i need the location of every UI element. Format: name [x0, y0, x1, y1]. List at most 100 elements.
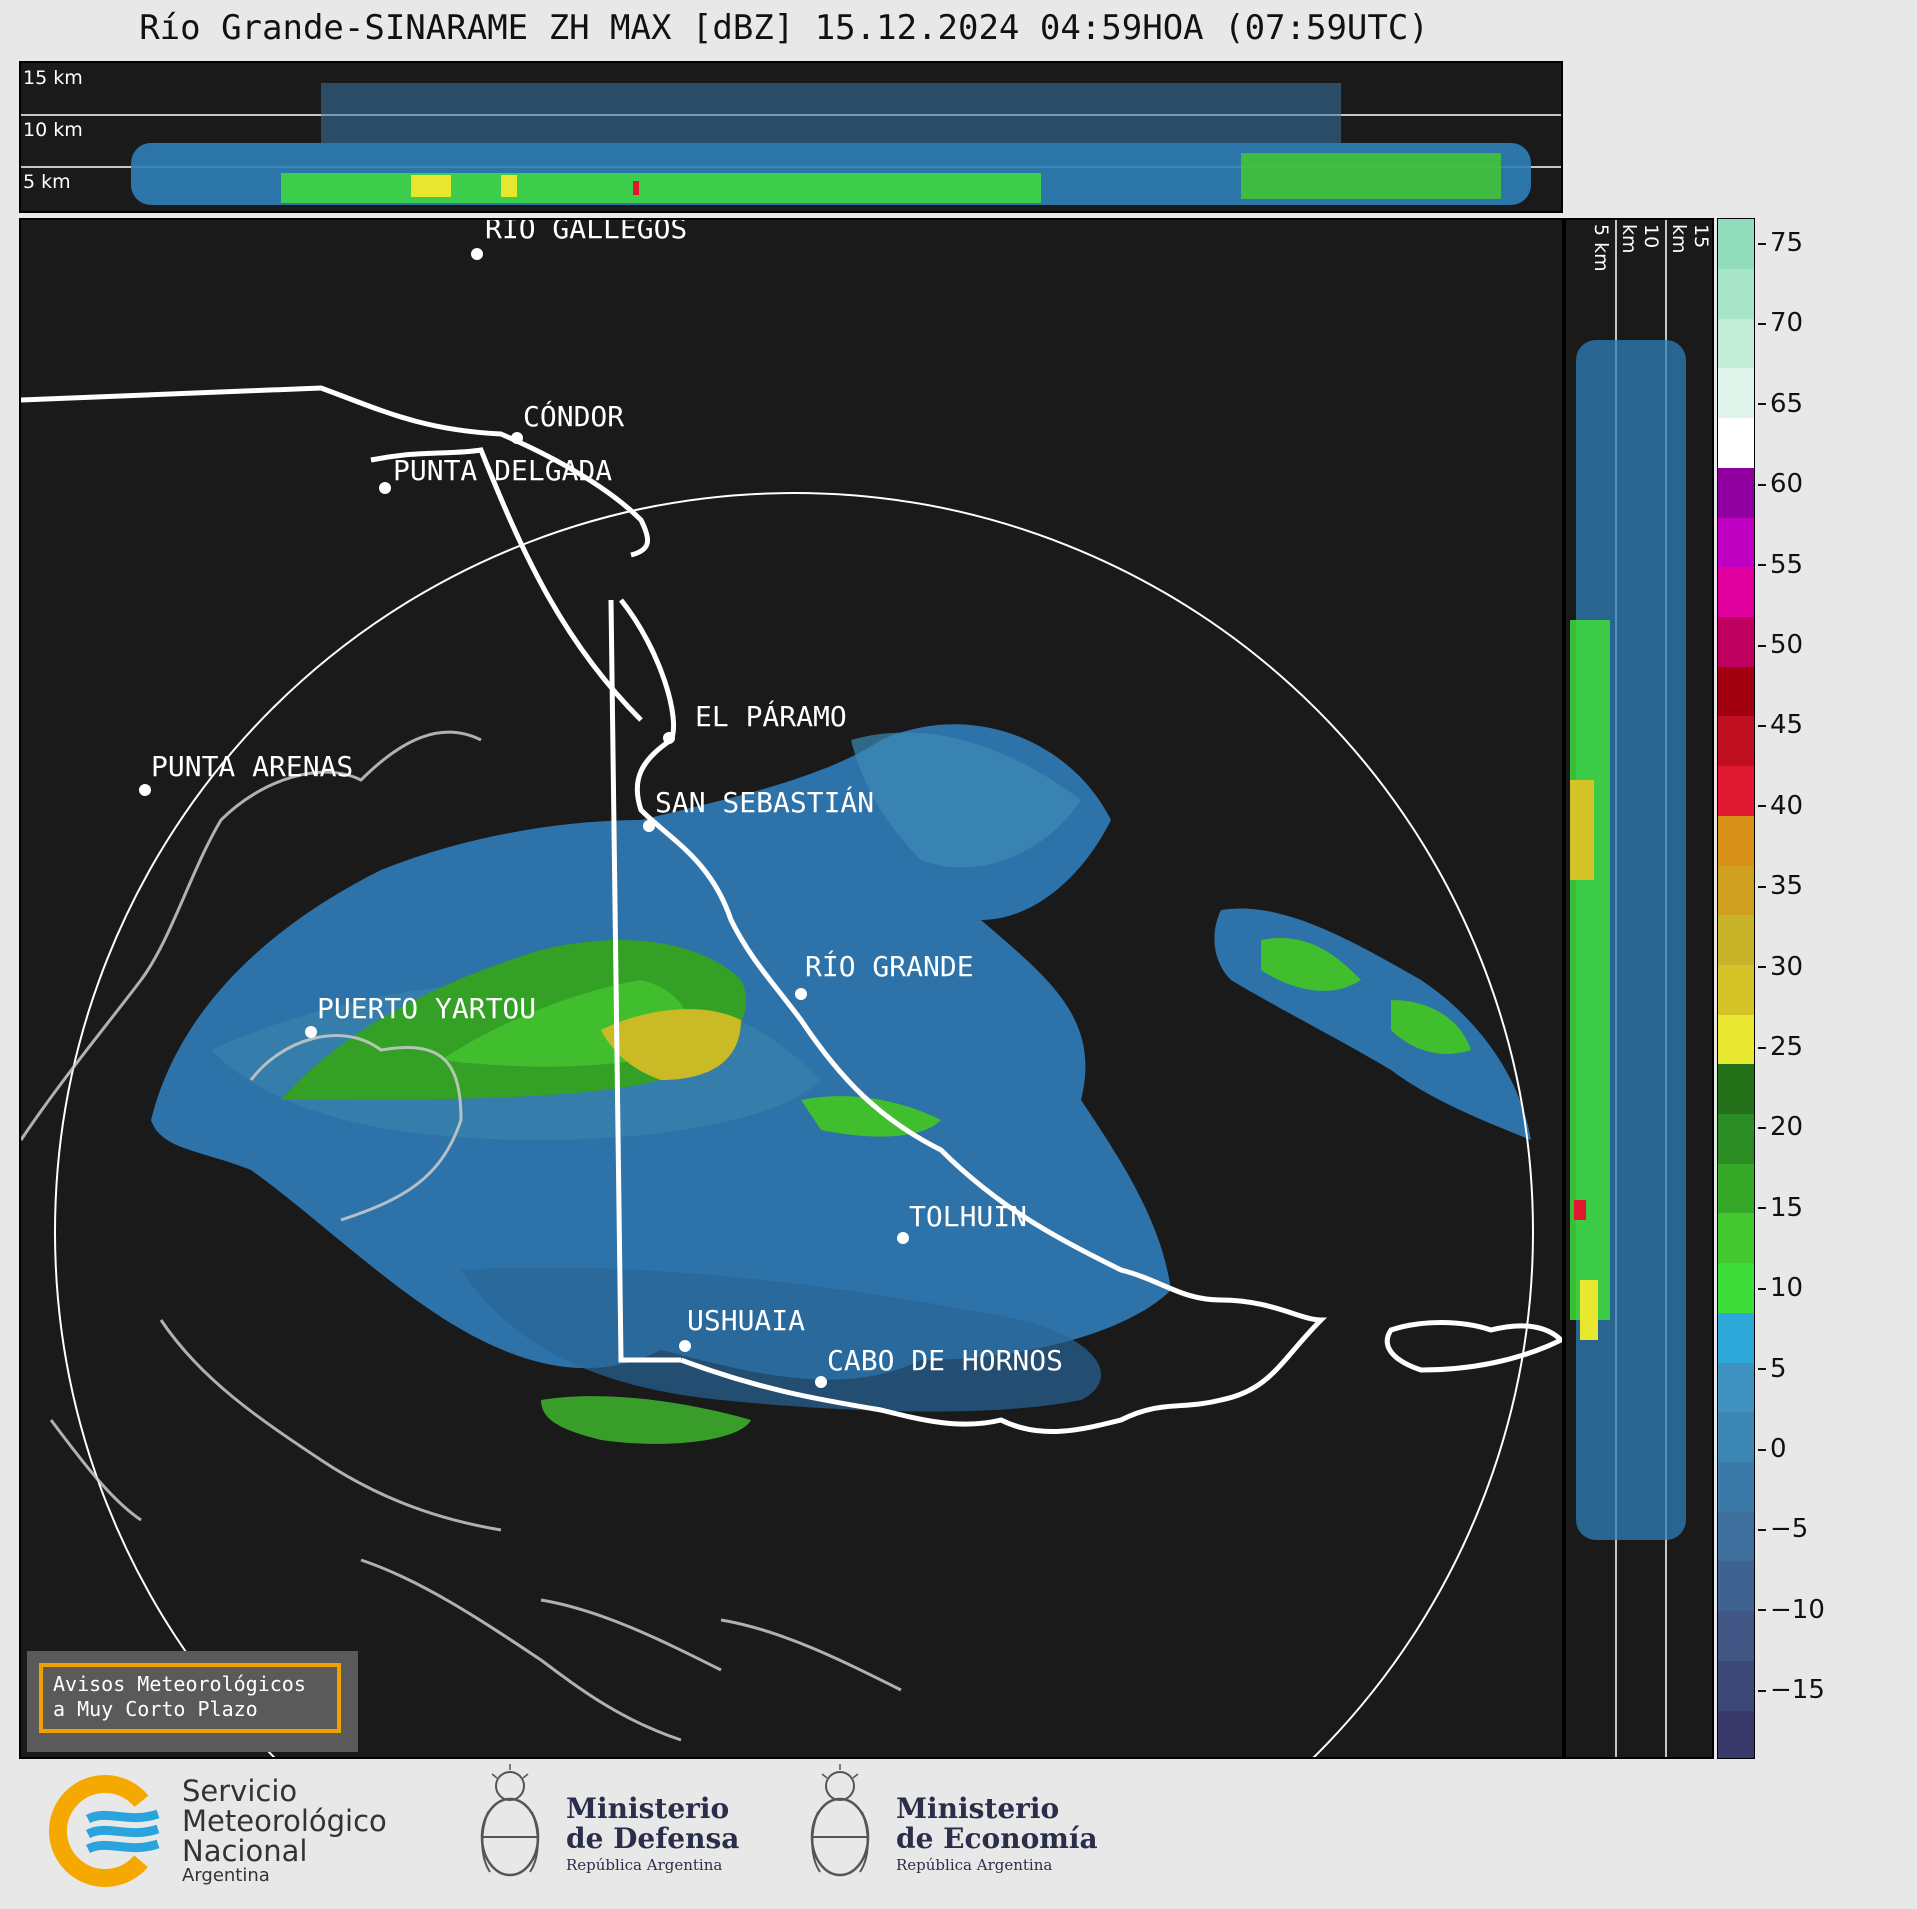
smn-logo-text: Servicio Meteorológico Nacional Argentin…: [182, 1776, 387, 1886]
defensa-line-1: Ministerio: [566, 1792, 730, 1825]
top-height-profile: 15 km 10 km 5 km: [19, 61, 1563, 213]
city-dots: [139, 248, 909, 1388]
colorbar-tick-label: 75: [1758, 228, 1803, 258]
radar-range-ring: [54, 492, 1534, 1757]
economia-logo-text: Ministerio de Economía República Argenti…: [896, 1794, 1098, 1876]
colorbar-segment: [1718, 219, 1754, 269]
colorbar-segment: [1718, 1262, 1754, 1313]
colorbar-segment: [1718, 666, 1754, 717]
colorbar-tick-label: 35: [1758, 871, 1803, 901]
colorbar-tick-label: −10: [1758, 1595, 1825, 1625]
city-label-rio-gallegos: RÍO GALLEGOS: [485, 218, 688, 245]
colorbar-segment: [1718, 1561, 1754, 1612]
colorbar-segment: [1718, 616, 1754, 667]
city-label-ushuaia: USHUAIA: [687, 1304, 806, 1337]
colorbar-tick-label: 10: [1758, 1273, 1803, 1303]
dbz-colorbar: [1717, 218, 1755, 1759]
colorbar-tick-label: 5: [1758, 1354, 1787, 1384]
colorbar-segment: [1718, 1362, 1754, 1413]
colorbar-tick-label: 50: [1758, 630, 1803, 660]
colorbar-segment: [1718, 467, 1754, 518]
colorbar-tick-label: 45: [1758, 710, 1803, 740]
warning-line-2: a Muy Corto Plazo: [53, 1697, 258, 1721]
colorbar-tick-label: 20: [1758, 1112, 1803, 1142]
smn-line-2: Meteorológico: [182, 1804, 387, 1838]
colorbar-tick-label: 30: [1758, 952, 1803, 982]
city-label-condor: CÓNDOR: [523, 400, 625, 433]
colorbar-segment: [1718, 1064, 1754, 1115]
radar-echo-layer: [21, 248, 1562, 1757]
city-label-cabo-de-hornos: CABO DE HORNOS: [827, 1344, 1064, 1377]
top-profile-echoes: [21, 83, 1561, 205]
defensa-line-3: República Argentina: [566, 1856, 723, 1874]
colorbar-segment: [1718, 1113, 1754, 1164]
city-label-tolhuin: TOLHUIN: [909, 1200, 1028, 1233]
smn-line-3: Nacional: [182, 1834, 308, 1868]
colorbar-segment: [1718, 1163, 1754, 1214]
colorbar-segment: [1718, 1312, 1754, 1363]
colorbar-segment: [1718, 517, 1754, 568]
colorbar-tick-label: 15: [1758, 1193, 1803, 1223]
colorbar-tick-label: 55: [1758, 550, 1803, 580]
warning-line-1: Avisos Meteorológicos: [53, 1672, 306, 1696]
city-label-puerto-yartou: PUERTO YARTOU: [317, 992, 537, 1025]
colorbar-segment: [1718, 1710, 1754, 1758]
colorbar-tick-label: 40: [1758, 791, 1803, 821]
colorbar-segment: [1718, 1412, 1754, 1463]
colorbar-segment: [1718, 1610, 1754, 1661]
economia-line-2: de Economía: [896, 1822, 1098, 1855]
radar-map[interactable]: RÍO GALLEGOS CÓNDOR PUNTA DELGADA PUNTA …: [19, 218, 1564, 1759]
city-label-el-paramo: EL PÁRAMO: [695, 700, 847, 733]
coastline-lines: [21, 730, 902, 1742]
smn-line-1: Servicio: [182, 1774, 298, 1808]
colorbar-segment: [1718, 368, 1754, 419]
colorbar-tick-label: 65: [1758, 389, 1803, 419]
economia-line-1: Ministerio: [896, 1792, 1060, 1825]
smn-logo-icon: [48, 1774, 163, 1889]
city-label-rio-grande: RÍO GRANDE: [805, 950, 974, 983]
warning-box[interactable]: Avisos Meteorológicos a Muy Corto Plazo: [27, 1651, 358, 1752]
colorbar-segment: [1718, 1213, 1754, 1264]
argentina-coat-of-arms-icon-2: [800, 1762, 880, 1897]
colorbar-segment: [1718, 1511, 1754, 1562]
colorbar-tick-label: 60: [1758, 469, 1803, 499]
city-label-punta-delgada: PUNTA DELGADA: [393, 454, 613, 487]
colorbar-segment: [1718, 716, 1754, 767]
side-height-label-5km: 5 km: [1590, 224, 1612, 272]
page-title: Río Grande-SINARAME ZH MAX [dBZ] 15.12.2…: [139, 8, 1429, 48]
colorbar-segment: [1718, 1461, 1754, 1512]
warning-box-frame[interactable]: Avisos Meteorológicos a Muy Corto Plazo: [39, 1663, 341, 1733]
city-label-san-sebastian: SAN SEBASTIÁN: [655, 786, 875, 819]
colorbar-segment: [1718, 815, 1754, 866]
smn-line-4: Argentina: [182, 1865, 270, 1886]
argentina-coat-of-arms-icon: [470, 1762, 550, 1897]
colorbar-tick-label: 70: [1758, 308, 1803, 338]
colorbar-segment: [1718, 765, 1754, 816]
side-height-label-15km: 15 km: [1668, 224, 1712, 254]
side-height-profile: 5 km 10 km 15 km: [1564, 218, 1714, 1759]
defensa-line-2: de Defensa: [566, 1822, 740, 1855]
height-label-5km: 5 km: [23, 171, 71, 193]
side-height-label-10km: 10 km: [1618, 224, 1662, 254]
colorbar-segment: [1718, 865, 1754, 916]
colorbar-tick-label: 0: [1758, 1434, 1787, 1464]
colorbar-segment: [1718, 318, 1754, 369]
colorbar-tick-label: 25: [1758, 1032, 1803, 1062]
colorbar-tick-label: −15: [1758, 1675, 1825, 1705]
colorbar-segment: [1718, 964, 1754, 1015]
colorbar-segment: [1718, 268, 1754, 319]
colorbar-segment: [1718, 1014, 1754, 1065]
defensa-logo-text: Ministerio de Defensa República Argentin…: [566, 1794, 739, 1876]
border-lines: [21, 385, 1562, 1435]
colorbar-tick-label: −5: [1758, 1514, 1808, 1544]
colorbar-segment: [1718, 914, 1754, 965]
height-label-10km: 10 km: [23, 119, 83, 141]
side-profile-echoes: [1570, 220, 1686, 1757]
city-label-punta-arenas: PUNTA ARENAS: [151, 750, 354, 783]
echo-shapes: [151, 724, 1531, 1444]
economia-line-3: República Argentina: [896, 1856, 1053, 1874]
colorbar-segment: [1718, 566, 1754, 617]
height-label-15km: 15 km: [23, 67, 83, 89]
colorbar-segment: [1718, 417, 1754, 468]
colorbar-segment: [1718, 1660, 1754, 1711]
